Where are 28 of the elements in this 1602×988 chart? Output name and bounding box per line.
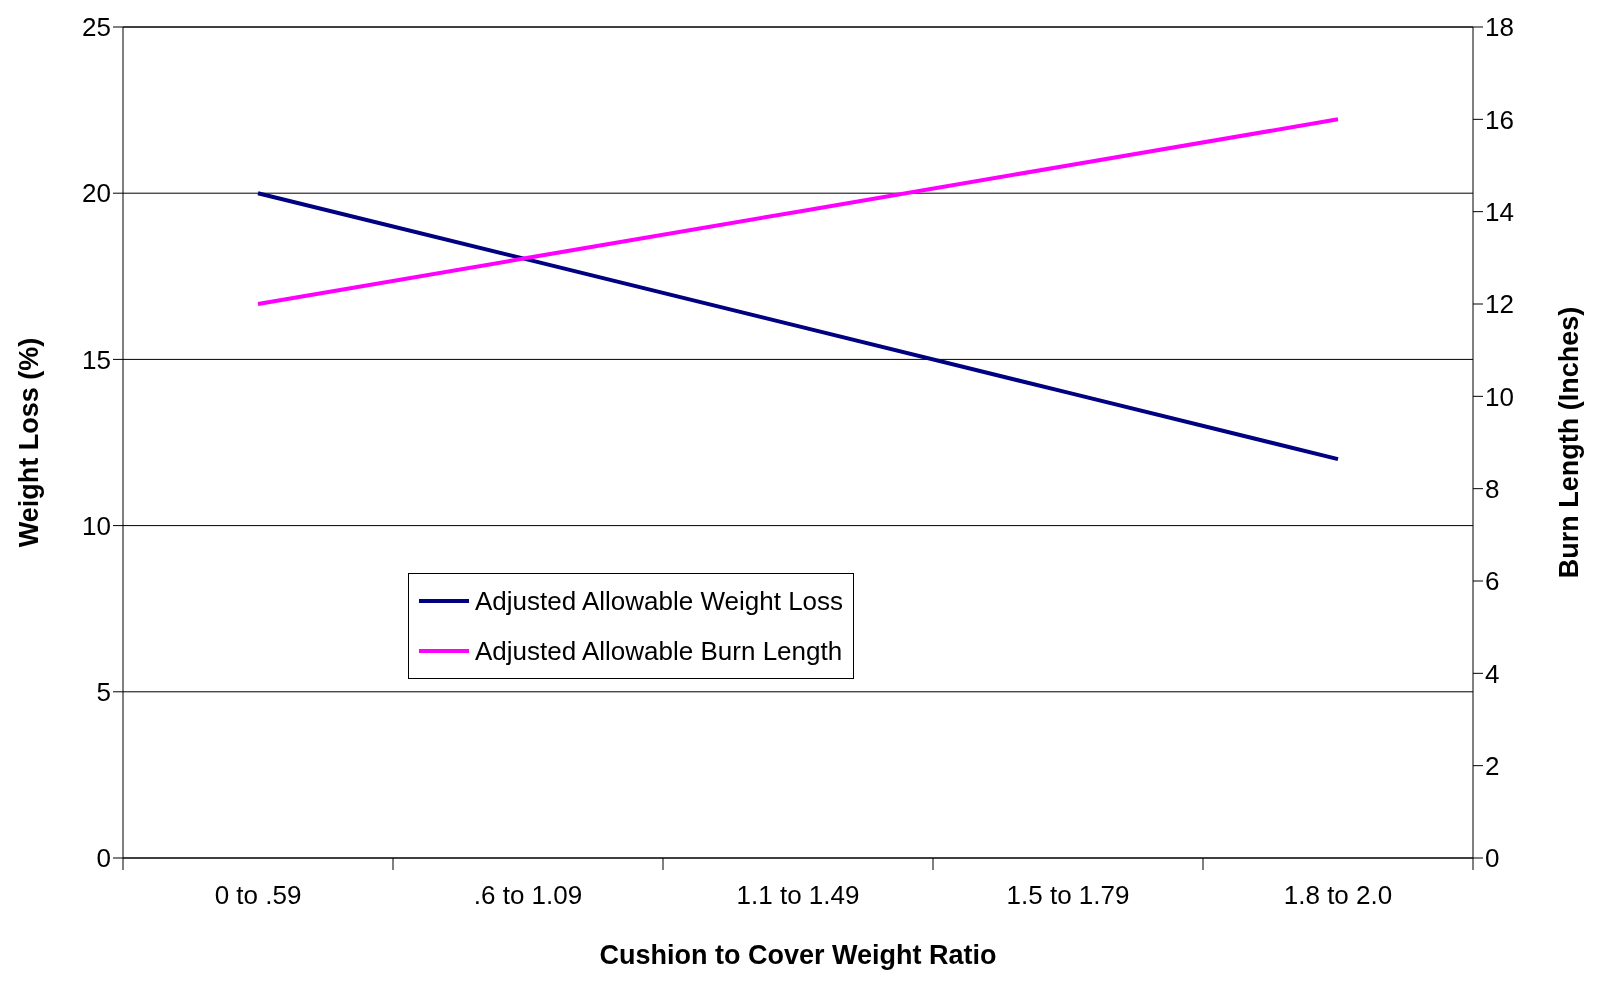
y2-tick-label: 4 bbox=[1485, 658, 1500, 689]
y2-tick-label: 10 bbox=[1485, 381, 1514, 412]
y-tick-label: 20 bbox=[82, 178, 111, 209]
y-tick-label: 0 bbox=[96, 843, 111, 874]
y-tick-label: 5 bbox=[96, 677, 111, 708]
y2-axis-title: Burn Length (Inches) bbox=[1553, 306, 1584, 579]
y-tick-label: 10 bbox=[82, 510, 111, 541]
line-series bbox=[256, 117, 1340, 306]
y-tick-label: 25 bbox=[82, 12, 111, 43]
y-axis-title: Weight Loss (%) bbox=[13, 337, 44, 548]
y2-tick-label: 2 bbox=[1485, 750, 1500, 781]
y2-tick-label: 0 bbox=[1485, 843, 1500, 874]
x-tick-label: .6 to 1.09 bbox=[473, 880, 583, 910]
y-tick-label: 15 bbox=[82, 344, 111, 375]
x-tick-label: 1.5 to 1.79 bbox=[1006, 880, 1130, 910]
y2-tick-label: 6 bbox=[1485, 566, 1500, 597]
legend-label: Adjusted Allowable Burn Length bbox=[475, 635, 843, 667]
y2-tick-label: 18 bbox=[1485, 12, 1514, 43]
x-tick-label: 1.1 to 1.49 bbox=[736, 880, 860, 910]
x-axis-title: Cushion to Cover Weight Ratio bbox=[599, 940, 997, 970]
y2-tick-label: 16 bbox=[1485, 104, 1514, 135]
line-series bbox=[256, 191, 1340, 462]
x-tick-label: 0 to .59 bbox=[214, 880, 302, 910]
legend-label: Adjusted Allowable Weight Loss bbox=[475, 585, 844, 617]
y2-tick-label: 12 bbox=[1485, 289, 1514, 320]
y2-tick-label: 8 bbox=[1485, 473, 1500, 504]
x-tick-label: 1.8 to 2.0 bbox=[1283, 880, 1393, 910]
y2-tick-label: 14 bbox=[1485, 196, 1514, 227]
